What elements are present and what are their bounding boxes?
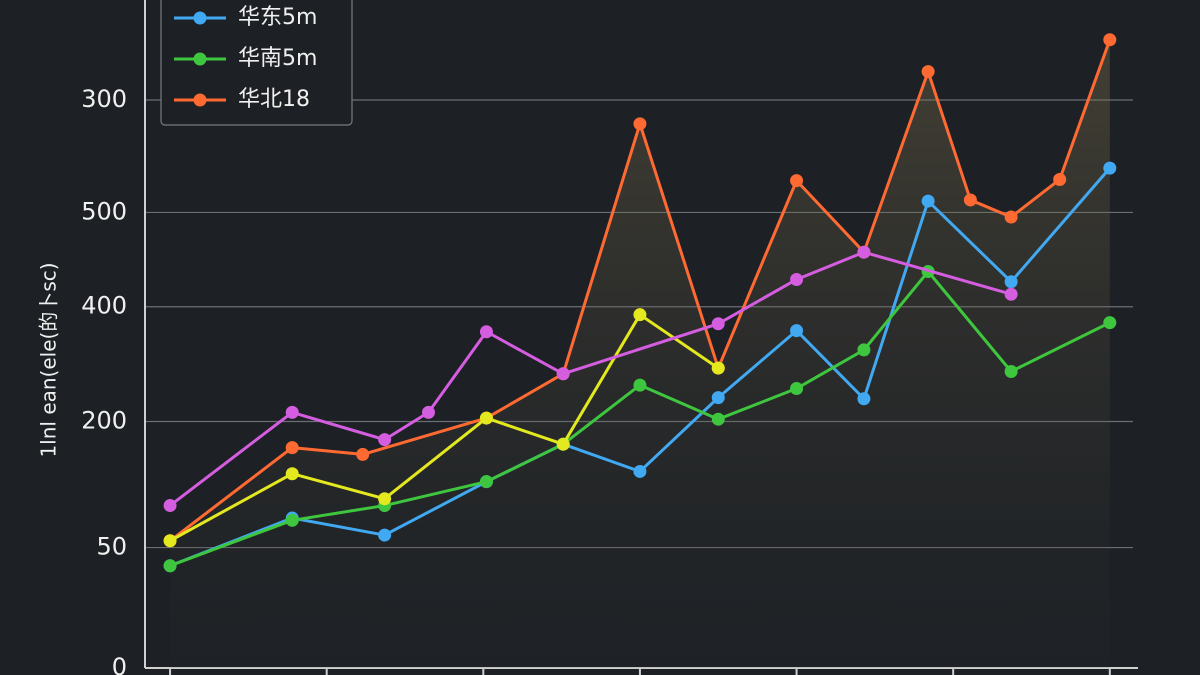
data-point (921, 194, 935, 208)
series-line (169, 270, 1111, 568)
data-point (633, 464, 647, 478)
data-point (1103, 316, 1117, 330)
data-point (356, 447, 370, 461)
data-point (711, 361, 725, 375)
data-point (711, 317, 725, 331)
legend-label: 华北18 (238, 87, 310, 112)
data-point (378, 492, 392, 506)
data-point (790, 382, 804, 396)
data-point (790, 272, 804, 286)
y-tick-label: 50 (96, 533, 127, 561)
data-point (163, 534, 177, 548)
legend-label: 华南5m (238, 46, 317, 71)
data-point (790, 324, 804, 338)
data-point (378, 433, 392, 447)
y-tick-label: 400 (81, 292, 127, 320)
data-point (479, 475, 493, 489)
data-point (556, 367, 570, 381)
data-point (285, 405, 299, 419)
y-tick-label: 300 (81, 85, 127, 113)
y-axis-label: 1lnl ean(ele(的卜sc) (37, 262, 61, 457)
series-line (169, 39, 1112, 542)
data-point (556, 437, 570, 451)
legend-marker (193, 11, 207, 25)
data-point (1004, 287, 1018, 301)
data-point (1004, 364, 1018, 378)
data-point (163, 499, 177, 513)
series-line (169, 167, 1111, 568)
legend-marker (193, 52, 207, 66)
data-point (163, 559, 177, 573)
data-point (1103, 33, 1117, 47)
data-point (1053, 172, 1067, 186)
data-point (711, 412, 725, 426)
legend-label: 华东5m (238, 5, 317, 30)
data-point (285, 513, 299, 527)
area (170, 39, 1110, 669)
series-line (169, 250, 1012, 507)
data-point (285, 467, 299, 481)
data-point (857, 343, 871, 357)
data-point (1103, 161, 1117, 175)
y-tick-label: 500 (81, 197, 127, 225)
data-point (285, 441, 299, 455)
data-point (921, 65, 935, 79)
data-point (633, 378, 647, 392)
data-point (479, 411, 493, 425)
data-point (633, 308, 647, 322)
data-point (711, 391, 725, 405)
data-point (633, 117, 647, 131)
data-point (963, 193, 977, 207)
data-point (1004, 210, 1018, 224)
legend-box (160, 0, 353, 126)
y-tick-label: 200 (81, 406, 127, 434)
data-point (857, 392, 871, 406)
data-point (857, 245, 871, 259)
data-point (421, 405, 435, 419)
legend-marker (193, 93, 207, 107)
data-point (378, 528, 392, 542)
data-point (479, 325, 493, 339)
y-tick-label: 0 (112, 653, 127, 675)
data-point (790, 174, 804, 188)
data-point (1004, 275, 1018, 289)
